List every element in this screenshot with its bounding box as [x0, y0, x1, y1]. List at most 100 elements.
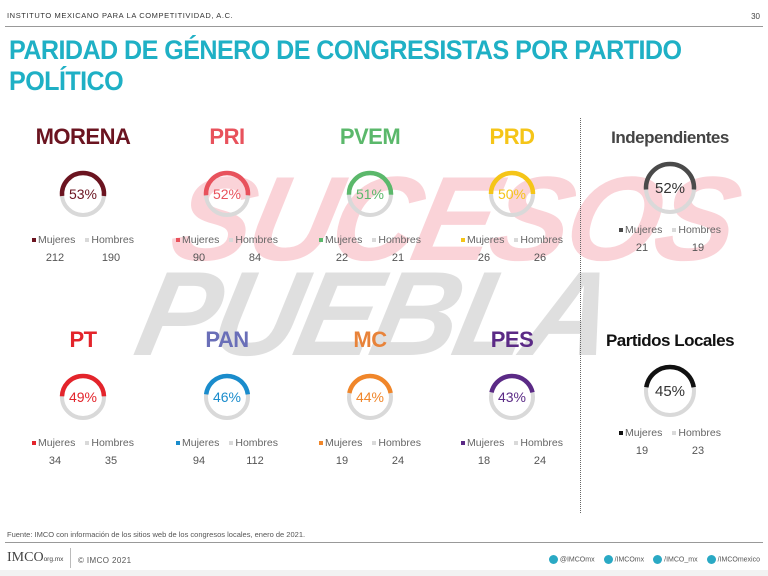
- men-swatch-icon: [672, 431, 677, 436]
- imco-logo[interactable]: IMCOorg.mx: [7, 550, 64, 565]
- men-count: 35: [104, 455, 118, 467]
- social-youtube[interactable]: /IMCOmexico: [706, 555, 760, 564]
- instagram-icon: [653, 555, 663, 564]
- women-arc: [203, 373, 251, 395]
- legend-women: Mujeres: [461, 437, 504, 449]
- legend-women: Mujeres: [176, 437, 219, 449]
- men-swatch-icon: [372, 441, 377, 446]
- women-percentage: 50%: [498, 186, 526, 202]
- counts: 26 26: [442, 252, 582, 264]
- legend-women: Mujeres: [32, 234, 75, 246]
- men-count: 190: [101, 252, 121, 264]
- women-swatch-icon: [461, 441, 466, 446]
- legend-men: Hombres: [229, 234, 278, 246]
- facebook-icon: [603, 555, 613, 564]
- legend-women: Mujeres: [619, 427, 662, 439]
- men-count: 84: [248, 252, 262, 264]
- gender-donut: 52%: [203, 170, 251, 217]
- party-card-morena: MORENA 53% Mujeres Hombres 212 190: [13, 124, 153, 264]
- women-swatch-icon: [176, 441, 181, 446]
- counts: 212 190: [13, 252, 153, 264]
- women-percentage: 52%: [213, 186, 241, 202]
- gender-donut: 53%: [59, 170, 107, 217]
- social-instagram[interactable]: /IMCO_mx: [653, 555, 698, 564]
- legend-women: Mujeres: [461, 234, 504, 246]
- legend-men: Hombres: [372, 234, 421, 246]
- twitter-icon: [548, 555, 558, 564]
- party-card-pri: PRI 52% Mujeres Hombres 90 84: [157, 124, 297, 264]
- women-swatch-icon: [319, 238, 324, 243]
- women-percentage: 49%: [69, 389, 97, 405]
- social-facebook[interactable]: /IMCOmx: [603, 555, 644, 564]
- gender-donut: 44%: [347, 373, 393, 420]
- party-name: PRI: [209, 124, 245, 149]
- legend-women: Mujeres: [32, 437, 75, 449]
- legend: Mujeres Hombres: [600, 224, 740, 236]
- party-card-partidos-locales: Partidos Locales 45% Mujeres Hombres 19 23: [600, 327, 740, 457]
- party-name: PT: [69, 327, 97, 352]
- women-percentage: 46%: [213, 389, 241, 405]
- men-swatch-icon: [85, 441, 90, 446]
- women-count: 90: [192, 252, 206, 264]
- legend-women: Mujeres: [176, 234, 219, 246]
- counts: 94 112: [157, 455, 297, 467]
- men-count: 112: [246, 455, 264, 467]
- women-percentage: 52%: [655, 180, 685, 197]
- men-swatch-icon: [672, 228, 677, 233]
- page-title: PARIDAD DE GÉNERO DE CONGRESISTAS POR PA…: [9, 35, 682, 96]
- women-percentage: 51%: [356, 186, 384, 202]
- legend-men: Hombres: [514, 437, 563, 449]
- party-card-pes: PES 43% Mujeres Hombres 18 24: [442, 327, 582, 467]
- counts: 21 19: [600, 242, 740, 254]
- women-arc: [59, 373, 107, 397]
- men-swatch-icon: [514, 441, 519, 446]
- counts: 22 21: [300, 252, 440, 264]
- counts: 90 84: [157, 252, 297, 264]
- women-count: 22: [335, 252, 349, 264]
- women-count: 21: [635, 242, 649, 254]
- men-count: 23: [691, 445, 705, 457]
- legend-men: Hombres: [672, 427, 721, 439]
- legend-women: Mujeres: [319, 234, 362, 246]
- women-swatch-icon: [176, 238, 181, 243]
- bottom-bar: [0, 570, 768, 576]
- org-header: INSTITUTO MEXICANO PARA LA COMPETITIVIDA…: [7, 11, 234, 20]
- men-swatch-icon: [229, 238, 234, 243]
- gender-donut: 46%: [203, 373, 251, 420]
- party-card-pvem: PVEM 51% Mujeres Hombres 22 21: [300, 124, 440, 264]
- legend: Mujeres Hombres: [442, 437, 582, 449]
- legend-men: Hombres: [85, 437, 134, 449]
- party-name: PAN: [205, 327, 249, 352]
- women-arc: [346, 170, 394, 195]
- legend-women: Mujeres: [319, 437, 362, 449]
- women-percentage: 53%: [69, 186, 97, 202]
- source-note: Fuente: IMCO con información de los siti…: [7, 530, 306, 539]
- legend: Mujeres Hombres: [300, 234, 440, 246]
- men-swatch-icon: [372, 238, 377, 243]
- women-swatch-icon: [32, 441, 37, 446]
- party-name: MORENA: [35, 124, 131, 149]
- legend-women: Mujeres: [619, 224, 662, 236]
- women-count: 19: [335, 455, 349, 467]
- gender-donut: 51%: [346, 170, 394, 217]
- men-count: 24: [391, 455, 405, 467]
- page-number: 30: [751, 12, 760, 21]
- women-count: 18: [477, 455, 491, 467]
- women-arc: [643, 161, 697, 190]
- men-count: 19: [691, 242, 705, 254]
- women-swatch-icon: [619, 431, 624, 436]
- party-name: MC: [353, 327, 387, 352]
- women-swatch-icon: [461, 238, 466, 243]
- gender-donut: 50%: [488, 170, 536, 217]
- women-swatch-icon: [319, 441, 324, 446]
- party-name: PES: [490, 327, 534, 352]
- women-count: 212: [45, 252, 65, 264]
- men-count: 26: [533, 252, 547, 264]
- legend: Mujeres Hombres: [157, 234, 297, 246]
- social-twitter[interactable]: @IMCOmx: [548, 555, 595, 564]
- legend: Mujeres Hombres: [300, 437, 440, 449]
- party-name: PVEM: [339, 124, 401, 149]
- counts: 18 24: [442, 455, 582, 467]
- men-count: 21: [391, 252, 405, 264]
